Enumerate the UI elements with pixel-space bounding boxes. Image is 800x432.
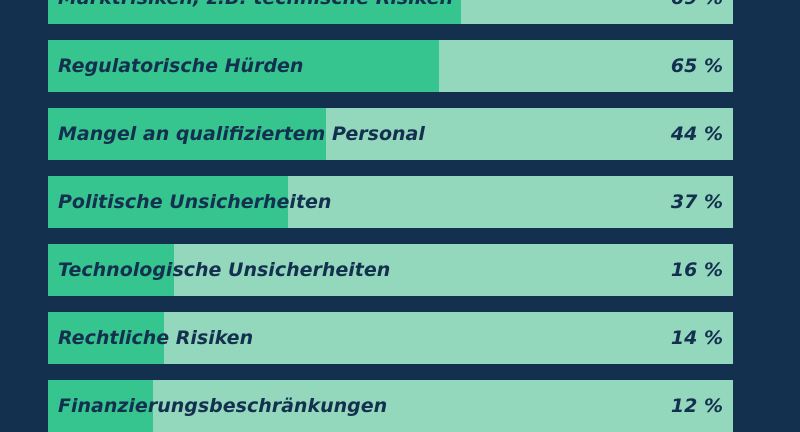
category-label: Marktrisiken, z.B. technische Risiken: [58, 0, 453, 24]
bar: [48, 176, 288, 228]
value-label: 44 %: [670, 123, 723, 145]
category-label: Rechtliche Risiken: [58, 327, 254, 349]
bar-row: Regulatorische Hürden 65 %: [48, 40, 733, 92]
bar-row: Mangel an qualifiziertem Personal 44 %: [48, 108, 733, 160]
value-label: 16 %: [670, 259, 723, 281]
bar-row: Rechtliche Risiken 14 %: [48, 312, 733, 364]
bar-row: Marktrisiken, z.B. technische Risiken 69 …: [48, 0, 733, 24]
category-label: Technologische Unsicherheiten: [58, 259, 391, 281]
category-label: Politische Unsicherheiten: [58, 191, 332, 213]
category-label: Finanzierungsbeschränkungen: [58, 395, 388, 417]
bar-row: Finanzierungsbeschränkungen 12 %: [48, 380, 733, 432]
bar-row: Technologische Unsicherheiten 16 %: [48, 244, 733, 296]
bar: [48, 108, 326, 160]
value-label: 37 %: [670, 191, 723, 213]
value-label: 65 %: [670, 55, 723, 77]
value-label: 69 %: [671, 0, 723, 24]
bar: [48, 312, 164, 364]
bar: [48, 40, 439, 92]
category-label: Regulatorische Hürden: [58, 55, 304, 77]
value-label: 12 %: [670, 395, 723, 417]
bar: [48, 244, 174, 296]
value-label: 14 %: [670, 327, 723, 349]
bar: [48, 0, 461, 24]
bar-row: Politische Unsicherheiten 37 %: [48, 176, 733, 228]
category-label: Mangel an qualifiziertem Personal: [58, 123, 425, 145]
